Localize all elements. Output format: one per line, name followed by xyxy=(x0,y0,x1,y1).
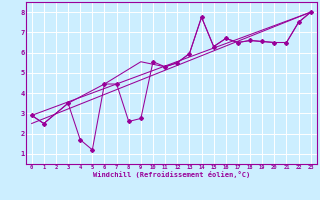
X-axis label: Windchill (Refroidissement éolien,°C): Windchill (Refroidissement éolien,°C) xyxy=(92,171,250,178)
